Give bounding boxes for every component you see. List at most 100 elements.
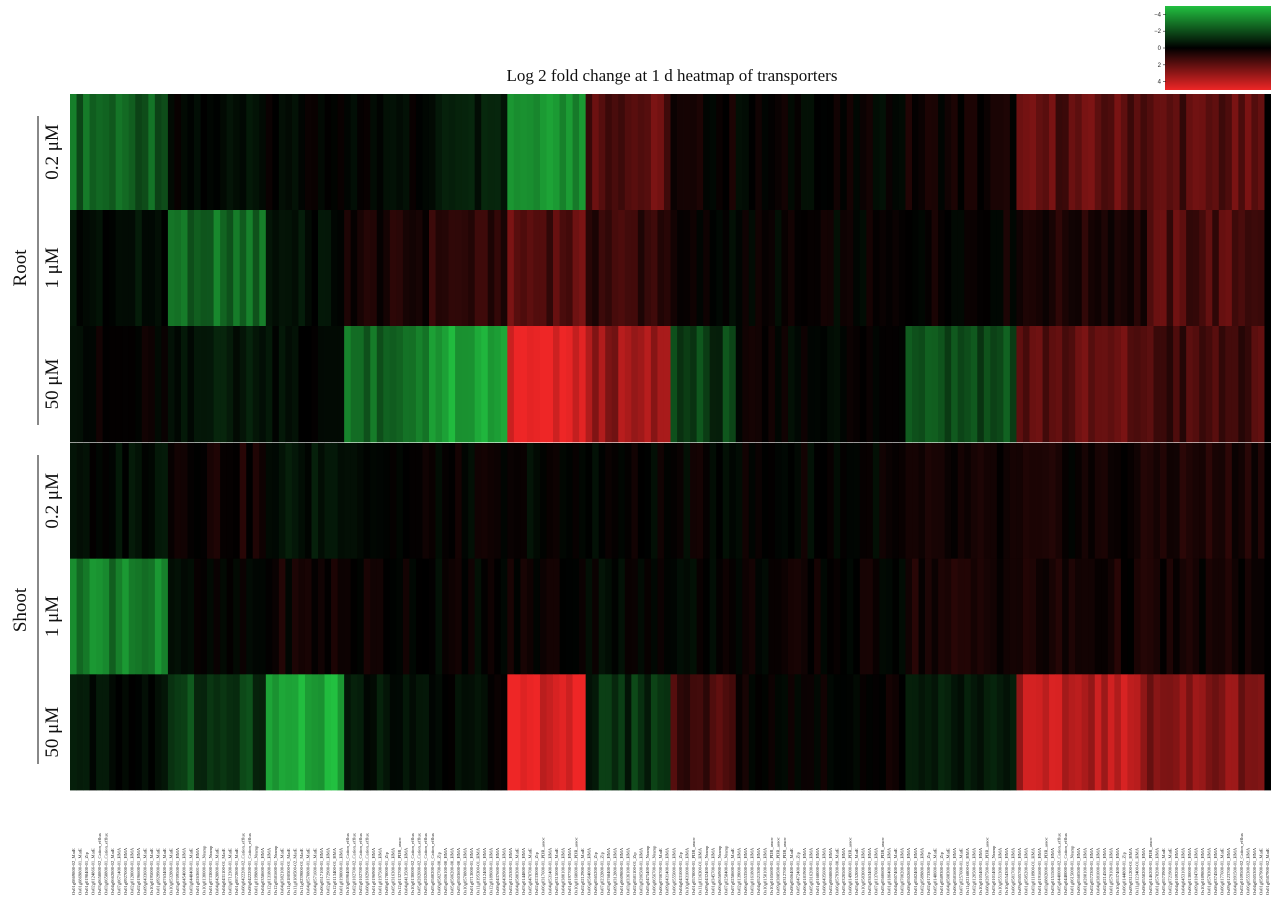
- heatmap-cell: [376, 443, 384, 560]
- heatmap-cell: [918, 558, 926, 675]
- heatmap-cell: [96, 674, 104, 791]
- heatmap-cell: [846, 443, 854, 560]
- heatmap-cell: [89, 326, 97, 443]
- heatmap-cell: [435, 326, 443, 443]
- heatmap-cell: [912, 674, 919, 791]
- heatmap-cell: [383, 326, 391, 443]
- heatmap-cell: [1192, 326, 1200, 443]
- heatmap-cell: [794, 674, 802, 791]
- heatmap-cell: [1107, 210, 1115, 327]
- heatmap-cell: [487, 443, 495, 560]
- heatmap-cell: [122, 210, 130, 327]
- heatmap-cell: [853, 443, 861, 560]
- heatmap-cell: [1042, 94, 1050, 211]
- heatmap-cell: [677, 210, 684, 327]
- heatmap-cell: [259, 94, 267, 211]
- heatmap-cell: [468, 443, 476, 560]
- heatmap-cell: [122, 326, 130, 443]
- heatmap-cell: [96, 558, 104, 675]
- heatmap-cell: [304, 558, 312, 675]
- heatmap-cell: [285, 210, 293, 327]
- heatmap-cell: [1055, 674, 1063, 791]
- heatmap-cell: [370, 94, 378, 211]
- heatmap-cell: [396, 674, 404, 791]
- heatmap-cell: [167, 94, 175, 211]
- heatmap-cell: [983, 558, 991, 675]
- heatmap-cell: [618, 210, 626, 327]
- heatmap-cell: [859, 210, 867, 327]
- heatmap-cell: [1036, 210, 1043, 327]
- heatmap-cell: [148, 443, 156, 560]
- column-label: Os01g0263601-01_HMA: [195, 847, 200, 895]
- heatmap-cell: [761, 210, 769, 327]
- heatmap-cell: [422, 558, 430, 675]
- column-label: Os08g0558200-01_HMA: [1141, 847, 1146, 895]
- heatmap-cell: [742, 443, 750, 560]
- heatmap-cell: [402, 674, 410, 791]
- heatmap-cell: [533, 326, 541, 443]
- column-label: Os02g0125300-01_HMA: [508, 847, 513, 895]
- heatmap-cell: [885, 94, 893, 211]
- heatmap-cell: [207, 443, 214, 560]
- heatmap-cell: [226, 94, 234, 211]
- heatmap-cell: [226, 443, 234, 560]
- column-label: Os08g0178000-01_Zip: [384, 851, 389, 895]
- heatmap-cell: [807, 674, 815, 791]
- heatmap-cell: [1218, 674, 1226, 791]
- heatmap-cell: [1173, 674, 1181, 791]
- heatmap-cell: [866, 210, 874, 327]
- heatmap-cell: [174, 443, 182, 560]
- heatmap-cell: [650, 94, 658, 211]
- heatmap-cell: [1218, 558, 1226, 675]
- heatmap-cell: [559, 443, 567, 560]
- heatmap-cell: [1055, 558, 1063, 675]
- heatmap-cell: [278, 94, 286, 211]
- heatmap-cell: [135, 674, 143, 791]
- column-label: Os05g0316200-01_HMA: [808, 847, 813, 895]
- heatmap-cell: [1036, 94, 1043, 211]
- heatmap-cell: [422, 94, 430, 211]
- column-label: Os02g0808800-01_HMA: [828, 847, 833, 895]
- heatmap-cell: [174, 674, 182, 791]
- heatmap-cell: [383, 674, 391, 791]
- heatmap-cell: [1094, 443, 1102, 560]
- heatmap-cell: [559, 326, 567, 443]
- heatmap-cell: [194, 210, 201, 327]
- heatmap-cell: [722, 443, 730, 560]
- heatmap-cell: [474, 443, 482, 560]
- heatmap-cell: [1186, 443, 1194, 560]
- heatmap-cell: [265, 94, 273, 211]
- heatmap-cell: [1068, 443, 1076, 560]
- heatmap-cell: [1029, 674, 1037, 791]
- heatmap-cell: [1192, 94, 1200, 211]
- heatmap-cell: [1029, 558, 1037, 675]
- heatmap-cell: [624, 674, 632, 791]
- heatmap-cell: [194, 674, 201, 791]
- heatmap-cell: [422, 326, 430, 443]
- heatmap-cell: [905, 326, 913, 443]
- heatmap-cell: [598, 94, 606, 211]
- heatmap-cell: [605, 210, 613, 327]
- heatmap-cell: [252, 674, 260, 791]
- colorbar-tick-label: −2: [1154, 29, 1162, 35]
- heatmap-cell: [1088, 210, 1096, 327]
- column-label: Os04g0505300-01_HMA: [1252, 847, 1257, 895]
- heatmap-cell: [194, 558, 201, 675]
- heatmap-cell: [357, 326, 365, 443]
- column-label: Os05g0470700-01_MatE: [528, 848, 533, 895]
- heatmap-cell: [311, 94, 319, 211]
- heatmap-cell: [898, 210, 906, 327]
- column-label: Os04g0571600-01_MatE: [312, 848, 317, 895]
- heatmap-cell: [154, 326, 162, 443]
- heatmap-cell: [226, 558, 234, 675]
- heatmap-cell: [389, 674, 397, 791]
- heatmap-cell: [605, 94, 613, 211]
- heatmap-cell: [1068, 558, 1076, 675]
- heatmap-cell: [435, 558, 443, 675]
- column-label: Os01g0615000-01_Nramp: [1069, 845, 1074, 895]
- heatmap-cell: [1120, 94, 1128, 211]
- heatmap-cell: [494, 674, 502, 791]
- column-label: Os04g0358600-01_HMA: [260, 847, 265, 895]
- heatmap-cell: [990, 558, 998, 675]
- heatmap-cell: [1049, 326, 1057, 443]
